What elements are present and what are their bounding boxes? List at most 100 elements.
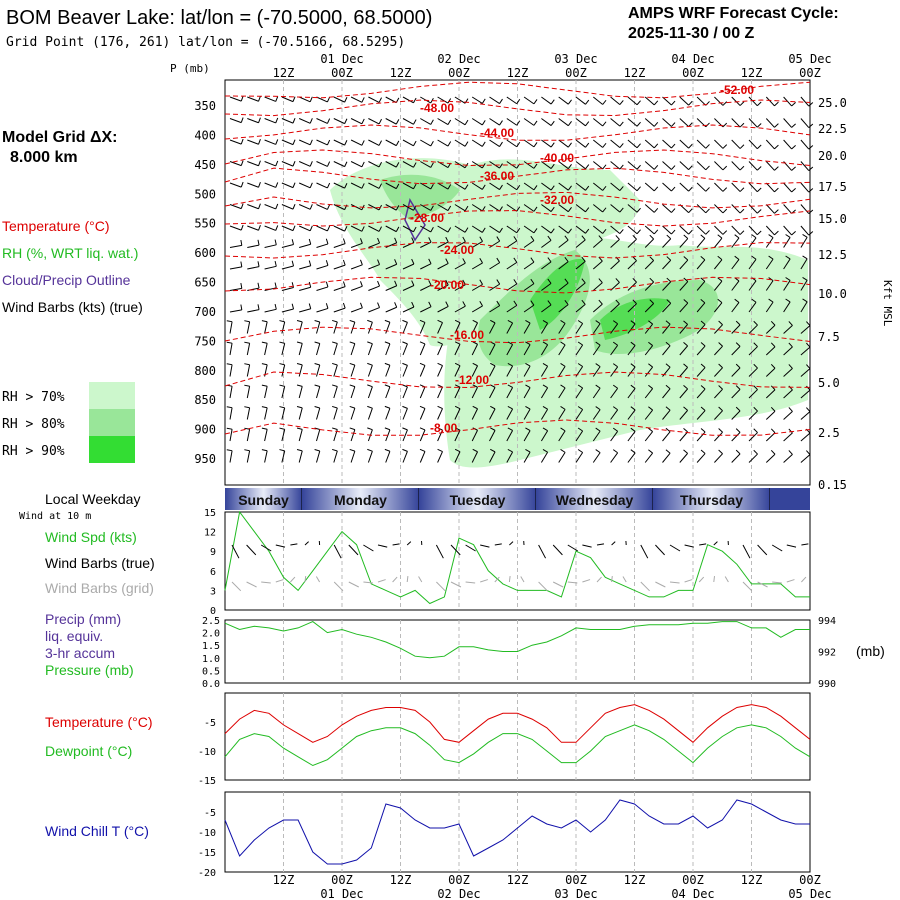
wind-barb-staff bbox=[316, 264, 329, 270]
wind-barb-staff bbox=[662, 139, 672, 149]
wind-barb-flag bbox=[770, 449, 776, 455]
wind-barb-staff bbox=[783, 118, 792, 128]
wind-barb bbox=[281, 160, 296, 167]
wind-barb-flag bbox=[481, 141, 486, 147]
wind-barb-flag bbox=[770, 320, 776, 326]
wind-barb-flag bbox=[683, 277, 689, 282]
wind-barb-staff bbox=[627, 204, 638, 213]
wind-barb-staff bbox=[281, 450, 286, 463]
wind-barb bbox=[489, 319, 496, 334]
wind-barb-staff bbox=[592, 204, 603, 213]
wind-barb bbox=[316, 260, 329, 270]
wind-barb-staff bbox=[281, 139, 294, 146]
wind-barb-staff bbox=[541, 96, 552, 105]
wind-barb-flag bbox=[257, 282, 260, 289]
wind-barb-flag bbox=[261, 320, 268, 323]
wind-barb-staff bbox=[644, 303, 654, 313]
wind-barb-staff bbox=[489, 182, 500, 190]
wind-barb-staff bbox=[264, 386, 268, 399]
wind-barb-staff bbox=[402, 451, 408, 463]
wind-barb bbox=[558, 363, 566, 377]
wind-barb-flag bbox=[671, 122, 676, 127]
wind-barb-staff bbox=[385, 242, 397, 248]
wind-barb-grid bbox=[465, 581, 476, 584]
wind-barb-flag bbox=[700, 298, 706, 304]
wind-barb bbox=[592, 449, 601, 463]
wind-barb-staff bbox=[506, 322, 514, 334]
wind-barb bbox=[244, 449, 251, 463]
wind-barb-staff bbox=[748, 410, 758, 420]
wind-barb bbox=[489, 448, 496, 463]
wind-barb-staff bbox=[299, 96, 311, 103]
wind-barb bbox=[662, 139, 676, 149]
wind-barb-flag bbox=[384, 384, 391, 388]
wind-barb-flag bbox=[490, 319, 496, 324]
wind-barb bbox=[489, 225, 503, 233]
wind-barb bbox=[592, 406, 601, 420]
wind-barb bbox=[696, 406, 706, 420]
wind-barb-flag bbox=[430, 119, 434, 125]
wind-barb-staff bbox=[454, 241, 466, 248]
wind-barb bbox=[765, 385, 776, 399]
wind-barb-staff bbox=[350, 429, 356, 442]
wind-barb-flag bbox=[445, 301, 449, 307]
wind-barb-staff bbox=[679, 118, 689, 128]
wind-barb-flag bbox=[430, 227, 434, 233]
wind-barb-staff bbox=[523, 96, 535, 105]
wind-barb-staff bbox=[368, 242, 380, 248]
wind-barb-flag bbox=[665, 384, 671, 390]
wind-barb bbox=[523, 182, 538, 191]
wind-barb-staff bbox=[402, 182, 414, 190]
wind-barb-staff bbox=[350, 264, 363, 270]
wind-barb bbox=[610, 320, 619, 334]
wind-barb bbox=[333, 182, 348, 189]
wind-barb-staff bbox=[714, 225, 724, 235]
wind-barb bbox=[765, 363, 776, 377]
wind-barb-flag bbox=[402, 362, 408, 366]
wind-barb bbox=[714, 363, 723, 377]
wind-barb-staff bbox=[731, 96, 741, 106]
precip-tick-label: 0.5 bbox=[202, 666, 220, 677]
wind-barb bbox=[575, 406, 584, 420]
wind-barb-staff bbox=[558, 182, 569, 191]
temperature-contour-label: -8.00 bbox=[430, 421, 458, 435]
wind-barb-grid bbox=[508, 575, 511, 583]
wind-barb-staff bbox=[731, 346, 741, 356]
wind-barb-staff bbox=[437, 96, 449, 104]
wind-barb-staff bbox=[437, 322, 443, 334]
wind-barb-staff bbox=[558, 344, 566, 356]
wind-barb-grid bbox=[377, 579, 386, 583]
wind-barb bbox=[350, 259, 363, 270]
wind-barb bbox=[229, 224, 244, 231]
pressure-tick-label: 850 bbox=[194, 393, 216, 407]
wind-barb-flag bbox=[472, 448, 478, 453]
wind-barb-flag bbox=[806, 450, 811, 455]
wind-barb bbox=[420, 139, 434, 147]
wind-barb-staff bbox=[783, 139, 792, 150]
wind-barb bbox=[783, 364, 793, 377]
temperature-contour-label: -40.00 bbox=[540, 151, 574, 165]
wind-barb-flag bbox=[274, 282, 277, 288]
wind-barb bbox=[627, 204, 641, 213]
wind-barb-staff bbox=[281, 321, 286, 334]
wind-barb bbox=[627, 384, 636, 399]
wind-barb-flag bbox=[615, 278, 620, 283]
wind-barb-staff bbox=[471, 408, 478, 420]
wind-barb-flag bbox=[257, 239, 260, 246]
wind-barb-flag bbox=[296, 320, 303, 323]
wind-barb-flag bbox=[671, 100, 676, 106]
wind-barb bbox=[765, 449, 776, 463]
wind-barb bbox=[420, 161, 434, 168]
wind-barb-flag bbox=[615, 235, 620, 240]
series-line bbox=[224, 724, 811, 767]
wind-barb bbox=[402, 319, 408, 334]
wind-barb-staff bbox=[316, 204, 328, 210]
wind-barb-grid bbox=[713, 575, 716, 583]
wind-barb-staff bbox=[627, 238, 637, 248]
wind-barb bbox=[523, 319, 531, 334]
height-tick-label: 0.15 bbox=[818, 478, 847, 492]
wind-barb-flag bbox=[361, 140, 365, 146]
wind-barb bbox=[558, 449, 566, 463]
wind-barb-staff bbox=[402, 225, 414, 233]
wind-barb-flag bbox=[619, 164, 624, 170]
